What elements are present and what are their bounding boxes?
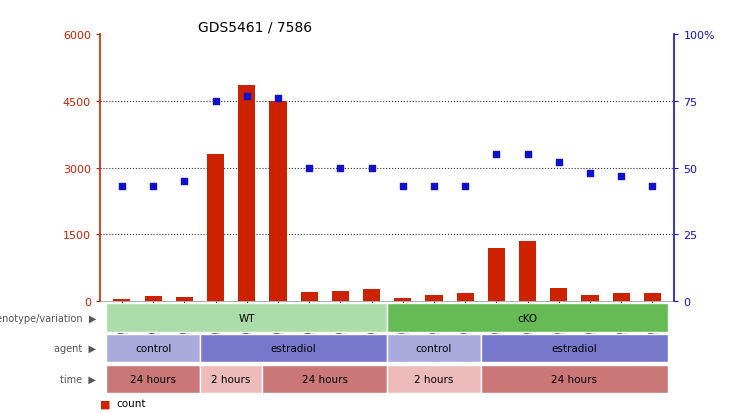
Bar <box>488 248 505 301</box>
Bar <box>144 297 162 301</box>
Text: estradiol: estradiol <box>270 343 316 354</box>
Bar <box>207 155 224 301</box>
Point <box>553 160 565 166</box>
Point <box>147 184 159 190</box>
Point <box>116 184 127 190</box>
Point <box>397 184 409 190</box>
Bar <box>613 294 630 301</box>
Text: 2 hours: 2 hours <box>414 374 453 384</box>
Bar <box>394 298 411 301</box>
Bar <box>176 298 193 301</box>
Point <box>365 165 377 172</box>
Text: count: count <box>116 399 146 408</box>
Point <box>241 93 253 100</box>
Text: cKO: cKO <box>517 313 538 323</box>
Bar <box>644 293 661 301</box>
Bar <box>519 242 536 301</box>
Text: WT: WT <box>239 313 255 323</box>
Bar <box>269 102 287 301</box>
Bar <box>301 292 318 301</box>
Point <box>210 98 222 105</box>
Bar <box>332 291 349 301</box>
Text: 24 hours: 24 hours <box>551 374 597 384</box>
Point <box>584 170 596 177</box>
Bar <box>113 299 130 301</box>
Bar <box>425 296 442 301</box>
Point <box>459 184 471 190</box>
Point <box>272 96 284 102</box>
Point <box>334 165 346 172</box>
Point <box>615 173 627 180</box>
Point <box>428 184 440 190</box>
Point <box>491 152 502 158</box>
Point <box>522 152 534 158</box>
Text: 24 hours: 24 hours <box>130 374 176 384</box>
Text: ■: ■ <box>100 399 110 408</box>
Text: time  ▶: time ▶ <box>61 374 96 384</box>
Point <box>303 165 315 172</box>
Point <box>179 178 190 185</box>
Bar <box>551 289 568 301</box>
Text: genotype/variation  ▶: genotype/variation ▶ <box>0 313 96 323</box>
Text: control: control <box>416 343 452 354</box>
Text: 2 hours: 2 hours <box>211 374 250 384</box>
Bar <box>456 293 473 301</box>
Bar <box>582 295 599 301</box>
Text: estradiol: estradiol <box>551 343 597 354</box>
Point <box>647 184 659 190</box>
Bar <box>238 86 256 301</box>
Bar <box>363 289 380 301</box>
Text: GDS5461 / 7586: GDS5461 / 7586 <box>198 20 312 34</box>
Text: control: control <box>135 343 171 354</box>
Text: 24 hours: 24 hours <box>302 374 348 384</box>
Text: agent  ▶: agent ▶ <box>54 343 96 354</box>
